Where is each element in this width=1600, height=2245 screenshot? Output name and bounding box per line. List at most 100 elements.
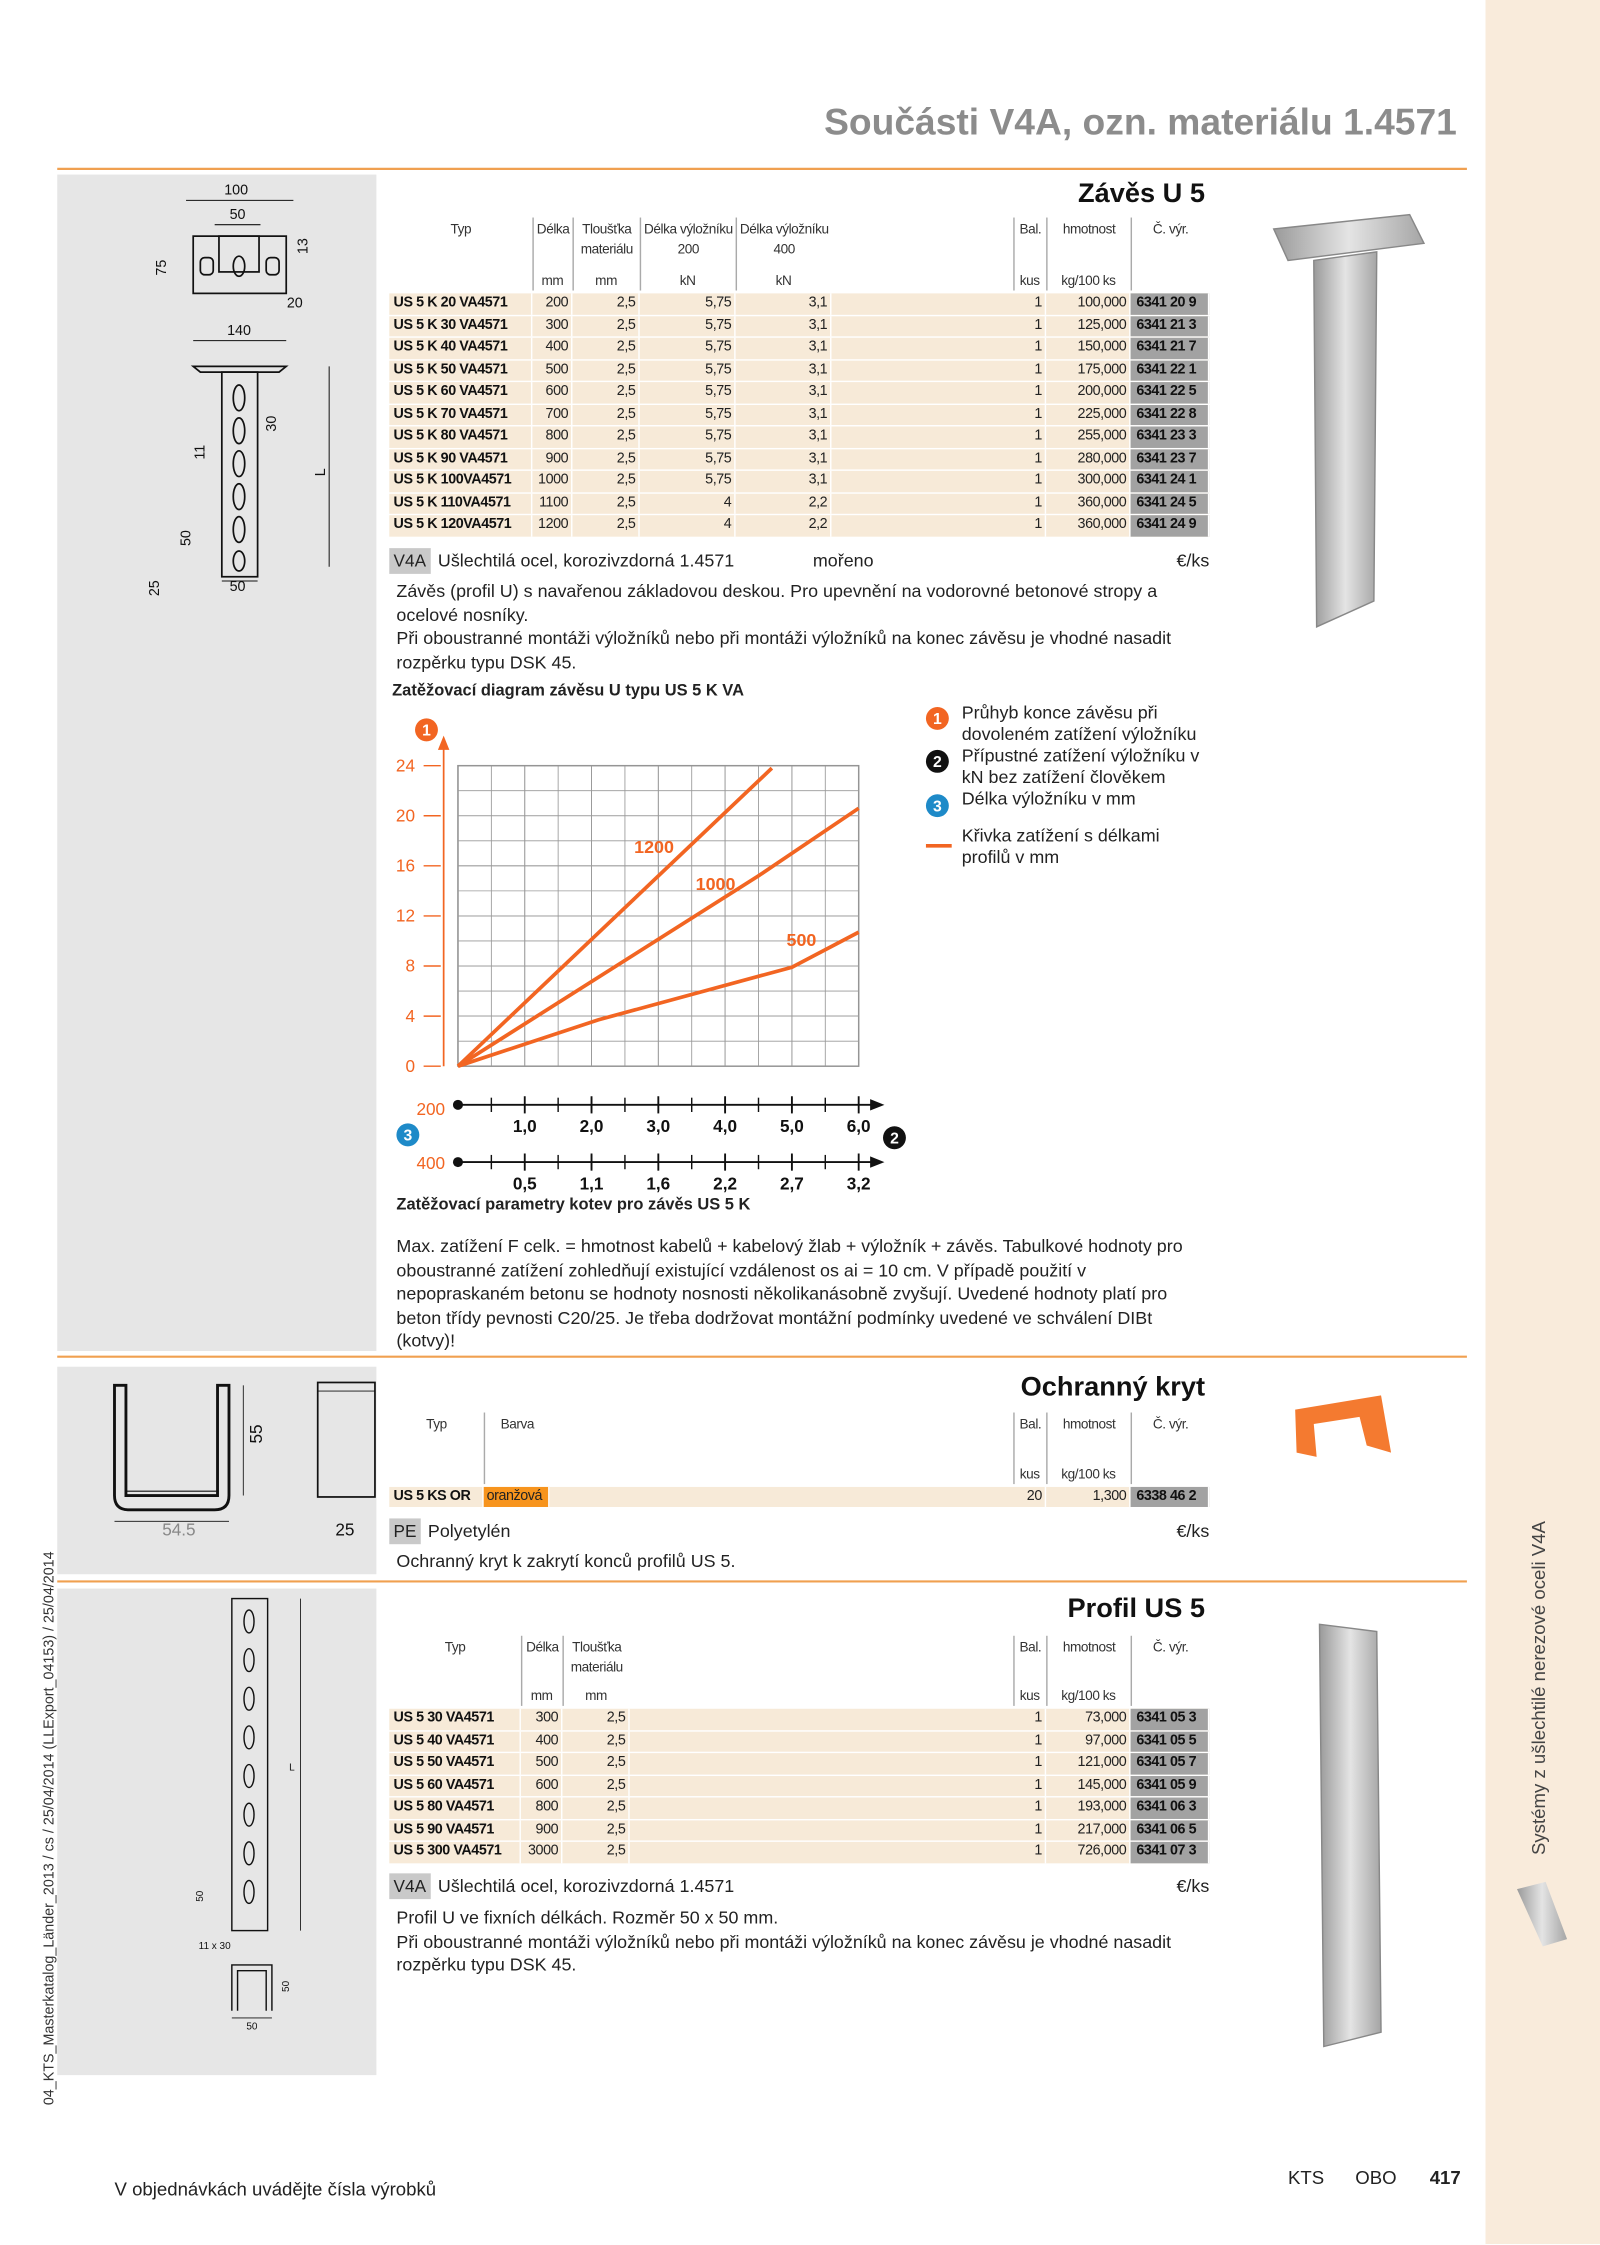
table-cell: 175,000	[1046, 359, 1131, 381]
table-header-cell: Typ	[444, 1640, 466, 1656]
table-header-cell: hmotnost	[1046, 217, 1130, 291]
table-cell: oranžová	[483, 1486, 550, 1507]
table-cell: 217,000	[1046, 1819, 1131, 1841]
dimension-label: 75	[154, 260, 170, 276]
table-cell: 200,000	[1046, 382, 1131, 403]
table-cell: 6341 05 7	[1130, 1753, 1210, 1774]
y-tick-label: 24	[396, 755, 416, 775]
table-unit-cell: kus	[1019, 1466, 1040, 1483]
x-tick-label: 2,0	[580, 1116, 604, 1136]
table-header-cell: hmotnost	[1046, 1412, 1130, 1485]
dimension-label: 50	[246, 2021, 258, 2032]
y-tick-label: 0	[405, 1056, 415, 1076]
marker-badge	[925, 794, 949, 818]
order-note: V objednávkách uvádějte čísla výrobků	[114, 2178, 437, 2200]
dimension-label: L	[313, 468, 329, 476]
x-axis-arrow	[870, 1099, 885, 1111]
table-cell: 400	[532, 337, 573, 359]
side-text: Systémy z ušlechtilé nerezové oceli V4A	[1527, 1521, 1550, 1856]
table-row	[389, 1819, 1210, 1841]
marker-badge	[396, 1123, 420, 1147]
table-cell: 1	[1013, 426, 1047, 448]
table-cell: 600	[532, 382, 573, 403]
table-cell: 300,000	[1046, 470, 1131, 492]
table-cell: 6341 24 5	[1130, 493, 1210, 514]
table-cell: 5,75	[640, 315, 736, 337]
marker-number: 1	[933, 711, 942, 728]
table-cell: 100,000	[1046, 293, 1131, 315]
table-header-cell: Tloušťka materiálu	[562, 1635, 629, 1706]
table-cell: 6341 23 7	[1130, 448, 1210, 470]
table-cell: 6341 05 9	[1130, 1775, 1210, 1797]
table-cell: 2,5	[572, 382, 640, 403]
table-cell: 1	[1013, 382, 1047, 403]
table-cell: 2,5	[572, 404, 640, 426]
table-cell: 5,75	[640, 293, 736, 315]
table-cell: 6341 07 3	[1130, 1841, 1210, 1863]
table-cell: 5,75	[640, 382, 736, 403]
table-row	[389, 359, 1210, 381]
table-cell: 2,5	[572, 293, 640, 315]
dimension-label: 20	[287, 296, 303, 312]
table-cell: 2,5	[572, 515, 640, 536]
hanger-drawing	[186, 199, 330, 582]
table-cell: 6341 06 3	[1130, 1797, 1210, 1819]
table-cell: US 5 K 60 VA4571	[389, 382, 533, 403]
table-cell: 145,000	[1046, 1775, 1131, 1797]
table-cell: 1	[1013, 315, 1047, 337]
table-cell: US 5 300 VA4571	[389, 1841, 521, 1863]
table-cell: 1100	[532, 493, 573, 514]
table-cell: 3,1	[736, 315, 832, 337]
marker-number: 2	[890, 1130, 899, 1147]
table-header-cell: hmotnost	[1046, 1635, 1130, 1706]
table-cell: 5,75	[640, 404, 736, 426]
table-cell: 500	[532, 359, 573, 381]
profile-drawing	[231, 1597, 301, 2019]
x-tick-label: 2,7	[780, 1173, 804, 1193]
axis-label: 400	[416, 1153, 445, 1173]
table-row	[389, 1797, 1210, 1819]
table-unit-cell: kN	[679, 273, 696, 290]
dimension-label: 100	[224, 183, 248, 199]
table-cell: 1	[1013, 404, 1047, 426]
table-cell: 1	[1013, 1841, 1047, 1863]
table-header-cell: Barva	[483, 1412, 550, 1485]
material-text: Ušlechtilá ocel, korozivzdorná 1.4571	[437, 1876, 735, 1897]
table-cell: 6341 24 9	[1130, 515, 1210, 536]
table-cell: 6341 22 8	[1130, 404, 1210, 426]
paragraph: Ochranný kryt k zakrytí konců profilů US…	[396, 1551, 736, 1572]
table-cell: US 5 40 VA4571	[389, 1730, 521, 1752]
dimension-label: 30	[264, 416, 280, 432]
table-cell: 280,000	[1046, 448, 1131, 470]
dimension-label: 50	[281, 1980, 292, 1992]
y-tick-label: 16	[396, 856, 415, 876]
x-tick-label: 4,0	[713, 1116, 737, 1136]
table-cell: US 5 K 20 VA4571	[389, 293, 533, 315]
table-header-cell: Bal.	[1013, 217, 1046, 291]
dimension-label: L	[289, 1762, 295, 1773]
table-row	[389, 1486, 1210, 1507]
table-header-cell: Tloušťka materiálu	[572, 217, 639, 291]
table-row	[389, 1753, 1210, 1774]
table-row	[389, 337, 1210, 359]
material-finish: mořeno	[812, 550, 874, 572]
table-cell: 4	[640, 493, 736, 514]
x-tick-label: 1,1	[580, 1173, 604, 1193]
table-cell: 6341 22 5	[1130, 382, 1210, 403]
dimension-label: 25	[335, 1520, 354, 1540]
dimension-label: 11 x 30	[199, 1941, 231, 1952]
drawing-labels: L 50 11 x 30 50 50	[195, 1762, 295, 2032]
load-curve	[456, 766, 774, 1068]
table-cell: 6341 24 1	[1130, 470, 1210, 492]
table-cell: 900	[532, 448, 573, 470]
table-row	[389, 493, 1210, 514]
table-cell: 2,5	[572, 359, 640, 381]
x-tick-label: 5,0	[780, 1116, 804, 1136]
table-row	[389, 1775, 1210, 1797]
y-tick-label: 12	[396, 906, 415, 926]
material-code: V4A	[389, 1873, 431, 1900]
table-cell: US 5 60 VA4571	[389, 1775, 521, 1797]
table-row	[389, 426, 1210, 448]
price-unit: €/ks	[1176, 1521, 1210, 1542]
